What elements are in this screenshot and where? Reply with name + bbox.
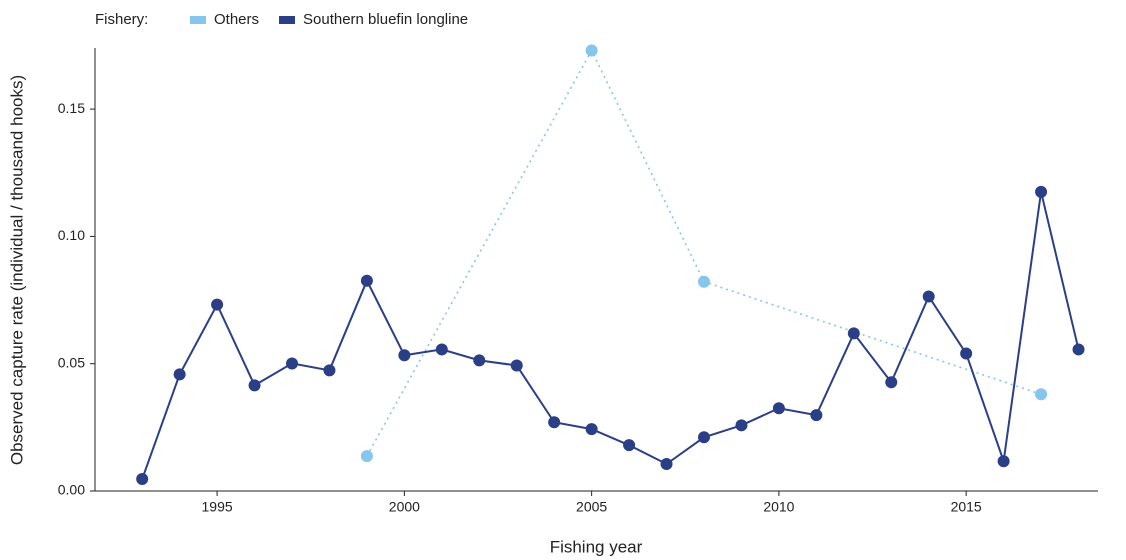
data-point xyxy=(323,364,336,377)
data-point xyxy=(697,275,710,288)
data-point xyxy=(360,274,373,287)
data-point xyxy=(548,416,561,429)
x-tick-label: 2000 xyxy=(389,499,420,515)
data-point xyxy=(623,439,636,452)
y-tick-label: 0.00 xyxy=(58,482,85,498)
legend-text: Others xyxy=(214,11,259,28)
data-point xyxy=(660,458,673,471)
y-tick-label: 0.10 xyxy=(58,227,85,243)
data-point xyxy=(360,450,373,463)
data-point xyxy=(810,409,823,422)
x-tick-label: 2005 xyxy=(576,499,607,515)
data-point xyxy=(1072,343,1085,356)
data-point xyxy=(1035,185,1048,198)
x-tick-label: 2015 xyxy=(951,499,982,515)
data-point xyxy=(997,455,1010,468)
data-point xyxy=(286,357,299,370)
data-point xyxy=(398,349,411,362)
data-point xyxy=(960,347,973,360)
data-point xyxy=(772,402,785,415)
data-point xyxy=(697,431,710,444)
y-axis-title: Observed capture rate (individual / thou… xyxy=(7,75,26,465)
legend-text: Southern bluefin longline xyxy=(303,11,468,28)
data-point xyxy=(585,423,598,436)
data-point xyxy=(136,473,149,486)
data-point xyxy=(735,419,748,432)
y-tick-label: 0.15 xyxy=(58,100,85,116)
data-point xyxy=(211,298,224,311)
data-point xyxy=(248,379,261,392)
y-tick-label: 0.05 xyxy=(58,354,85,370)
x-axis-title: Fishing year xyxy=(550,537,643,556)
legend-swatch xyxy=(279,16,296,24)
data-point xyxy=(1035,388,1048,401)
data-point xyxy=(473,354,486,367)
data-point xyxy=(847,327,860,340)
data-point xyxy=(922,290,935,303)
data-point xyxy=(885,376,898,389)
x-tick-label: 1995 xyxy=(202,499,233,515)
series-line xyxy=(366,48,1042,457)
legend-title: Fishery: xyxy=(95,11,148,28)
legend-swatch xyxy=(190,16,206,24)
data-point xyxy=(510,359,523,372)
x-tick-label: 2010 xyxy=(763,499,794,515)
data-point xyxy=(435,343,448,356)
data-point xyxy=(585,44,598,57)
series-line xyxy=(141,191,1080,480)
data-point xyxy=(173,368,186,381)
